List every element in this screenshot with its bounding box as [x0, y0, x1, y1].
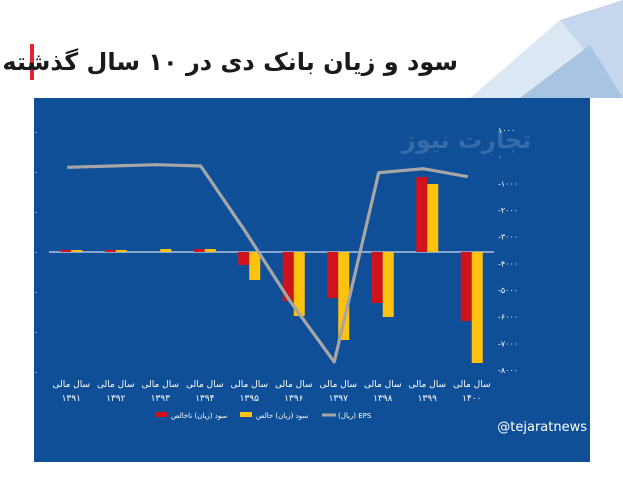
right-axis-tick-label: -۶۰۰۰	[498, 313, 518, 322]
x-axis-label-line1: سال مالی	[142, 380, 180, 390]
x-axis-label-line1: سال مالی	[275, 380, 313, 390]
bar-net-profit	[327, 252, 339, 298]
x-axis-label-line2: ۱۳۹۳	[151, 394, 171, 404]
right-axis-tick-label: -۲۰۰۰	[498, 206, 518, 215]
bar-net-profit	[460, 252, 472, 321]
left-axis-tick-label: ۰	[34, 248, 38, 257]
bar-pure-profit	[471, 252, 483, 363]
x-axis-label-line2: ۱۳۹۵	[240, 394, 260, 404]
source-handle: @tejaratnews	[497, 420, 587, 435]
left-axis-title: میلیارد تومان	[14, 133, 22, 171]
x-axis-label-line1: سال مالی	[97, 380, 135, 390]
x-axis-label-line2: ۱۳۹۷	[329, 394, 349, 404]
x-axis-label-line2: ۱۳۹۹	[418, 394, 438, 404]
bar-pure-profit	[249, 252, 261, 280]
left-axis-tick-label: -۴,۰۰۰	[15, 328, 38, 337]
bar-net-profit	[238, 252, 250, 265]
left-axis-tick-label: -۲,۰۰۰	[15, 288, 38, 297]
x-axis-labels: سال مالی ۱۳۹۱ سال مالی ۱۳۹۲ سال مالی ۱۳۹۳ سال …	[53, 380, 491, 404]
chart-panel	[34, 98, 590, 462]
bar-pure-profit	[71, 250, 83, 252]
right-axis-tick-label: -۸۰۰۰	[498, 366, 518, 375]
bar-pure-profit	[427, 184, 439, 252]
bar-pure-profit	[115, 250, 127, 252]
decorative-triangles	[470, 0, 623, 98]
right-axis-tick-label: -۴۰۰۰	[498, 259, 518, 268]
bar-net-profit	[371, 252, 383, 303]
x-axis-label-line2: ۱۳۹۲	[106, 394, 126, 404]
bar-pure-profit	[382, 252, 394, 317]
x-axis-label-line1: سال مالی	[53, 380, 91, 390]
left-axis-tick-label: ۲,۰۰۰	[18, 208, 38, 217]
bar-pure-profit	[293, 252, 305, 316]
page-title: سود و زیان بانک دی در ۱۰ سال گذشته	[2, 48, 458, 76]
x-axis-label-line2: ۱۳۹۴	[195, 394, 215, 404]
left-axis: ۶,۰۰۰ ۴,۰۰۰ ۲,۰۰۰ ۰ -۲,۰۰۰ -۴,۰۰۰ -۶,۰۰۰	[15, 128, 38, 377]
legend-swatch	[155, 412, 167, 417]
left-axis-tick-label: ۴,۰۰۰	[18, 168, 38, 177]
right-axis-tick-label: ۱۰۰۰	[498, 126, 515, 135]
x-axis-label-line1: سال مالی	[320, 380, 358, 390]
legend: سود (زیان) ناخالص سود (زیان) خالص (ریال) E…	[155, 412, 372, 420]
bar-pure-profit	[338, 252, 350, 340]
x-axis-label-line1: سال مالی	[231, 380, 269, 390]
x-axis-label-line1: سال مالی	[453, 380, 491, 390]
x-axis-label-line2: ۱۳۹۸	[373, 394, 393, 404]
bars	[60, 177, 483, 363]
deco-triangle-front	[520, 45, 623, 98]
x-axis-label-line2: ۱۳۹۱	[62, 394, 81, 404]
x-axis-label-line1: سال مالی	[409, 380, 447, 390]
bar-net-profit	[282, 252, 294, 301]
bar-net-profit	[193, 249, 205, 252]
right-axis: ۱۰۰۰ ۰ -۱۰۰۰ -۲۰۰۰ -۳۰۰۰ -۴۰۰۰ -۵۰۰۰ -۶۰۰۰ -۷۰۰۰…	[498, 126, 518, 375]
right-axis-tick-label: -۵۰۰۰	[498, 286, 518, 295]
legend-label: سود (زیان) ناخالص	[171, 412, 227, 420]
right-axis-tick-label: -۷۰۰۰	[498, 339, 518, 348]
bar-pure-profit	[160, 249, 172, 252]
legend-label: سود (زیان) خالص	[256, 412, 308, 420]
x-axis-label-line2: ۱۳۹۶	[284, 394, 304, 404]
x-axis-label-line1: سال مالی	[364, 380, 402, 390]
legend-swatch	[240, 412, 252, 417]
right-axis-tick-label: -۱۰۰۰	[498, 179, 518, 188]
bar-pure-profit	[204, 249, 216, 252]
bar-net-profit	[416, 177, 428, 252]
right-axis-tick-label: ۰	[498, 153, 502, 162]
bar-net-profit	[60, 250, 72, 252]
legend-label: (ریال) EPS	[338, 412, 372, 420]
watermark: تجارت نیوز	[402, 126, 532, 154]
header: سود و زیان بانک دی در ۱۰ سال گذشته	[0, 0, 623, 98]
x-axis-label-line1: سال مالی	[186, 380, 224, 390]
bar-net-profit	[104, 250, 116, 252]
x-axis-label-line2: ۱۴۰۰	[462, 394, 481, 404]
left-axis-tick-label: ۶,۰۰۰	[18, 128, 38, 137]
eps-line	[67, 163, 469, 364]
right-axis-tick-label: -۳۰۰۰	[498, 233, 518, 242]
left-axis-tick-label: -۶,۰۰۰	[15, 368, 38, 377]
title-accent-bar	[30, 44, 34, 80]
